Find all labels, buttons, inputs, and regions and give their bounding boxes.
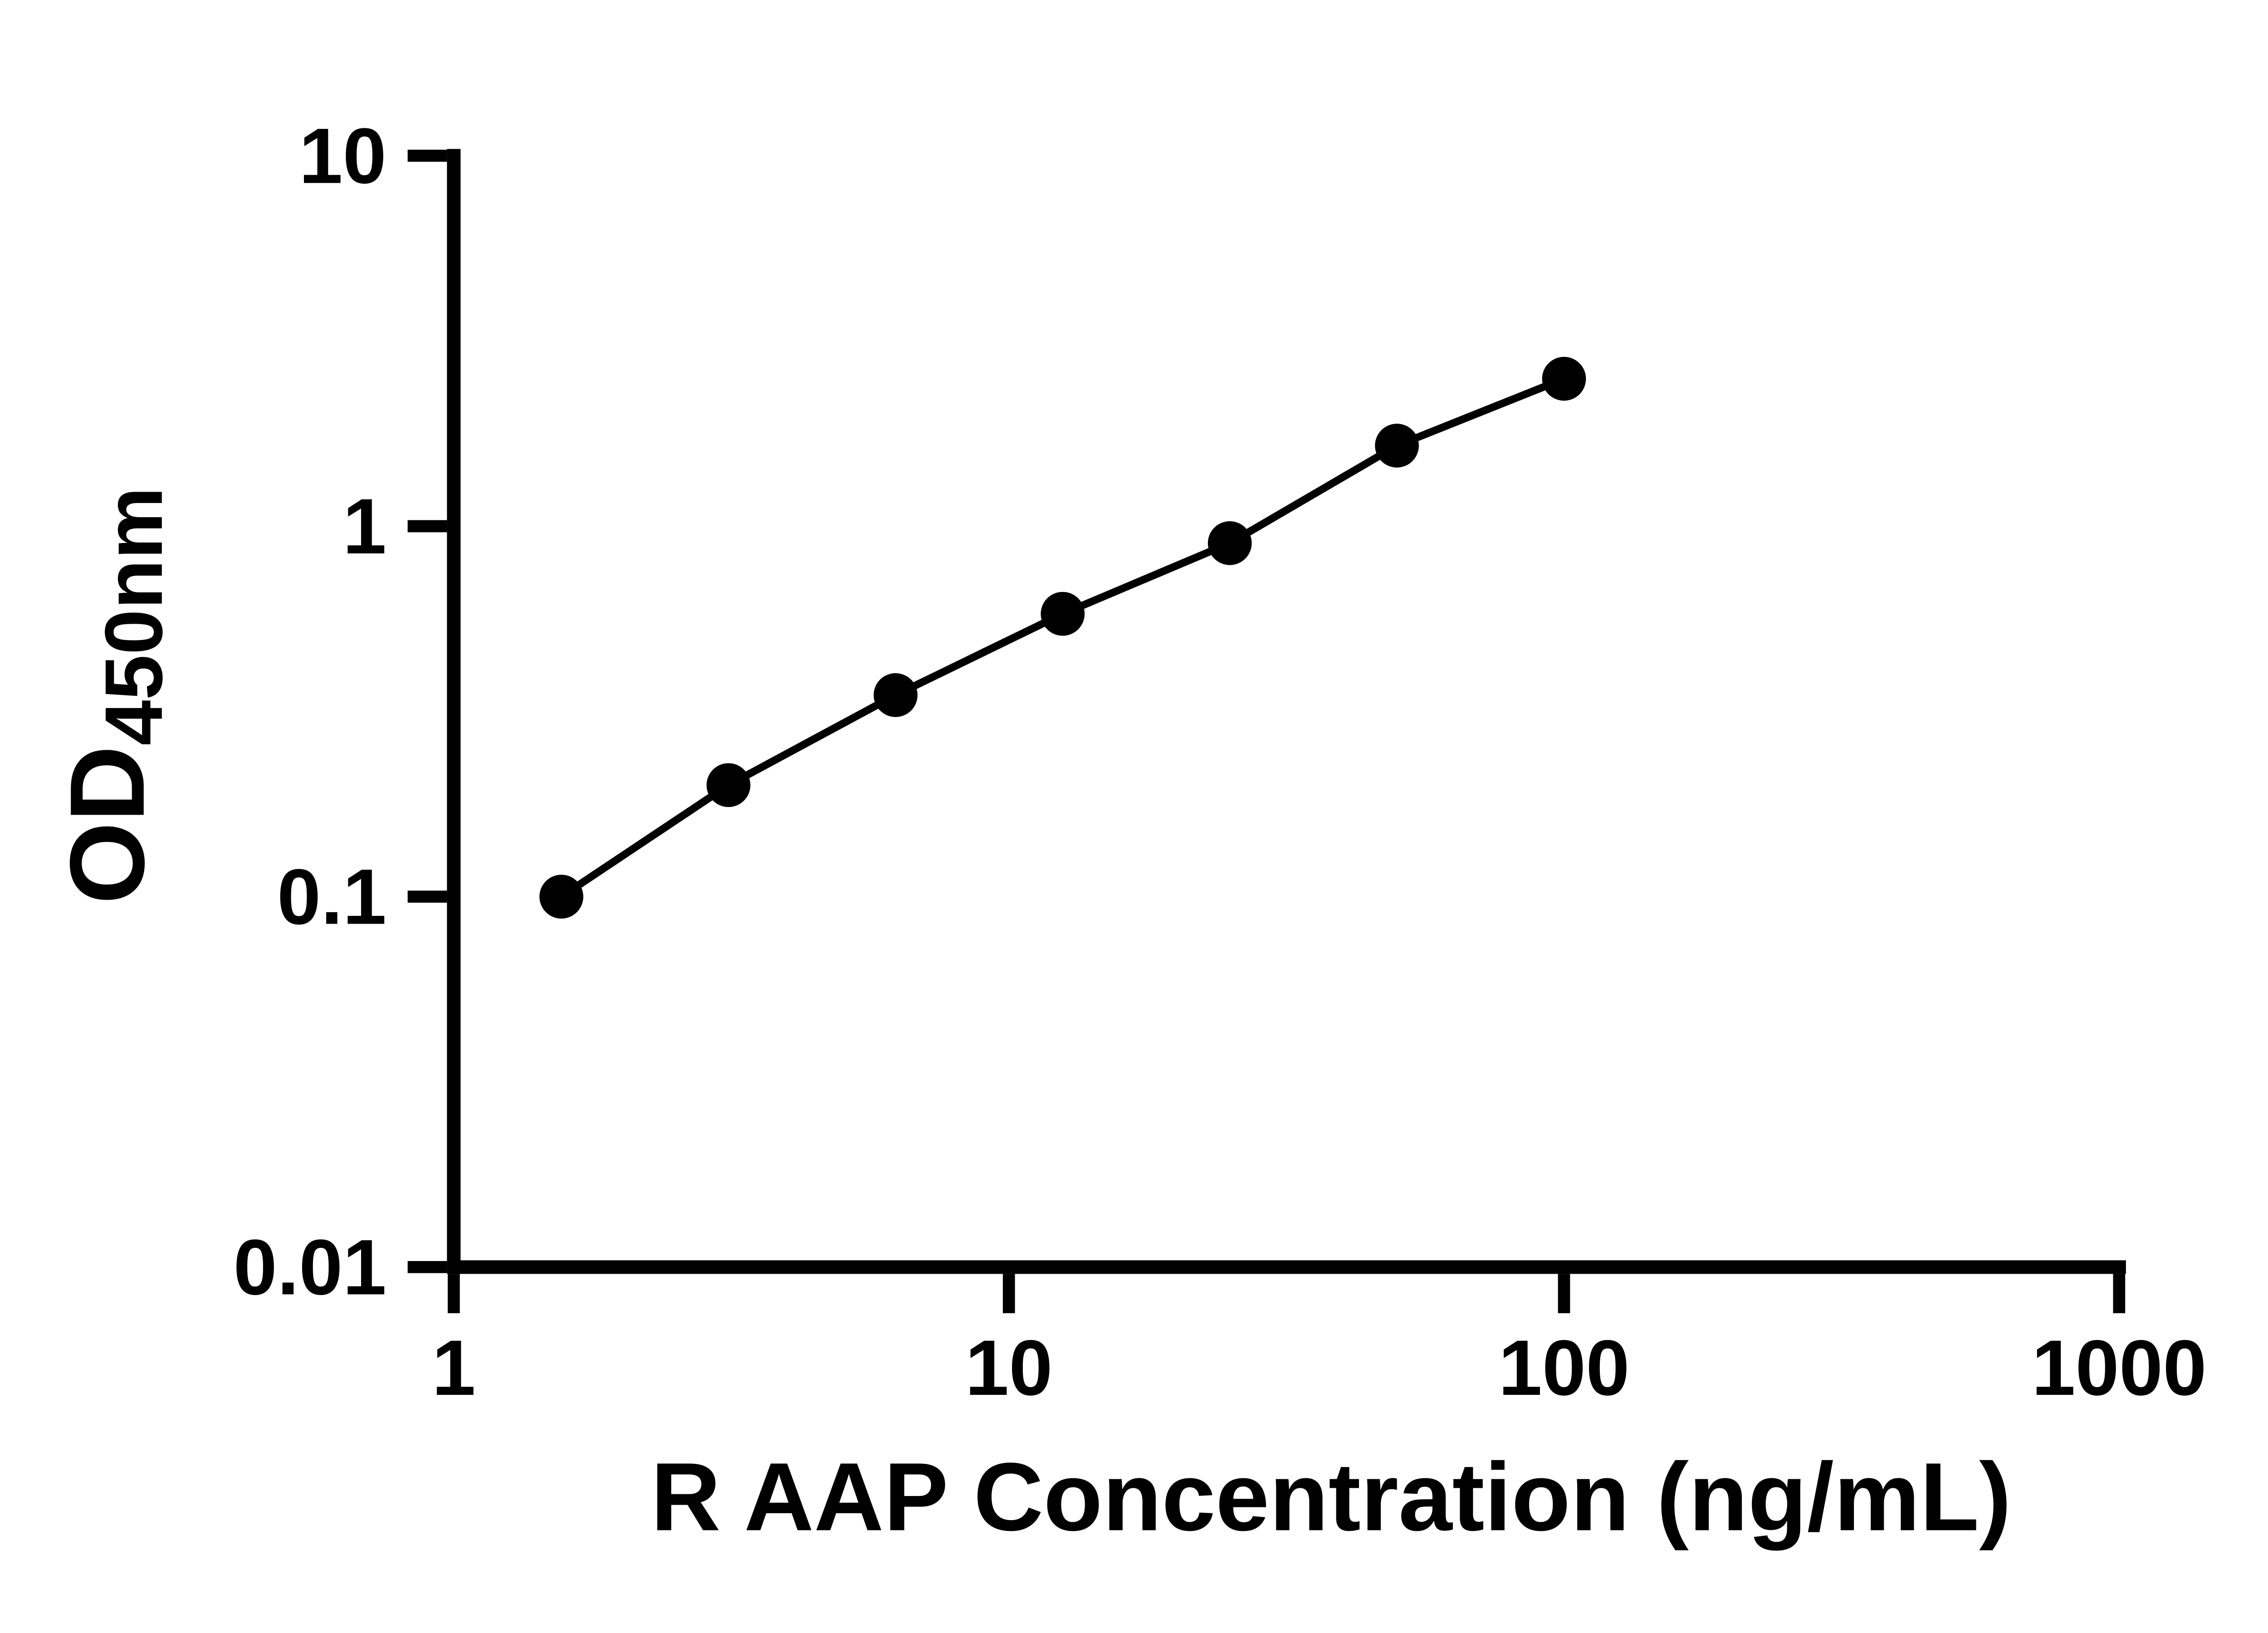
y-axis-title-main: OD [49, 745, 166, 904]
data-point [1375, 424, 1419, 468]
x-axis-title: R AAP Concentration (ng/mL) [651, 1443, 2011, 1551]
y-tick-label: 1 [343, 482, 386, 570]
y-tick-label: 10 [299, 112, 386, 200]
data-point [539, 875, 583, 919]
x-tick-label: 1000 [2032, 1324, 2207, 1412]
data-point [1207, 521, 1252, 565]
data-point [874, 673, 918, 717]
y-tick-label: 0.1 [277, 853, 386, 941]
data-point [1041, 592, 1085, 636]
y-axis-title-sub: 450nm [88, 487, 180, 745]
plot-layer: 1 10 100 1000 10 1 0.1 0.01 [234, 112, 2207, 1412]
data-point [706, 763, 751, 807]
data-point [1542, 357, 1586, 401]
y-tick-label: 0.01 [234, 1223, 386, 1311]
y-axis-title: OD450nm [49, 487, 180, 904]
x-tick-label: 10 [965, 1324, 1053, 1412]
x-tick-label: 1 [432, 1324, 475, 1412]
x-tick-label: 100 [1498, 1324, 1629, 1412]
